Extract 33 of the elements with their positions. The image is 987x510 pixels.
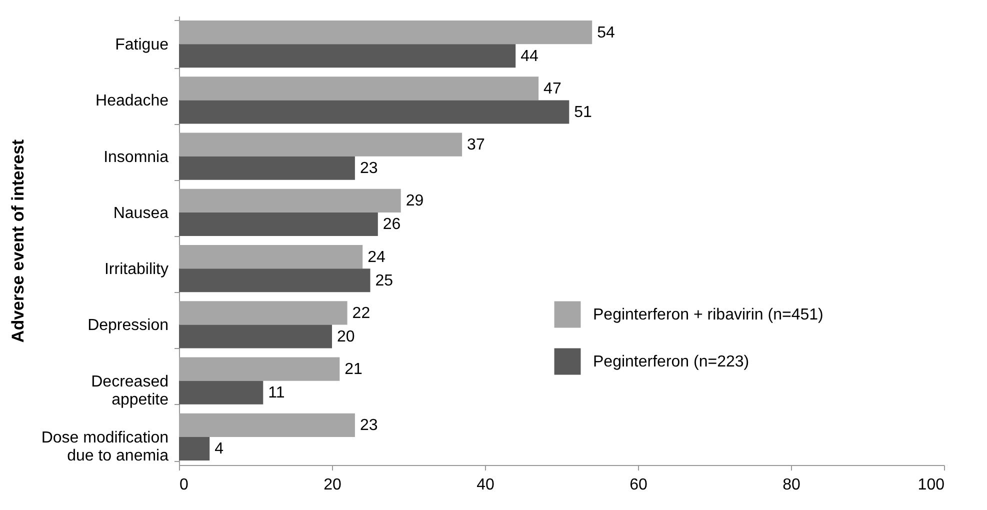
y-tick-label: Decreased appetite [91, 373, 169, 408]
y-tick-label: Irritability [104, 261, 168, 278]
y-tick-label: Insomnia [104, 148, 169, 166]
data-label: 24 [368, 248, 386, 266]
x-tick-label: 40 [476, 476, 494, 494]
data-label: 47 [544, 80, 562, 98]
data-label: 51 [574, 104, 592, 121]
data-label: 26 [382, 216, 401, 234]
y-tick-label: Depression [88, 317, 168, 334]
legend-label: Peginterferon + ribavirin (n=451) [593, 306, 824, 324]
data-label: 29 [406, 192, 424, 210]
data-label: 11 [268, 384, 285, 402]
data-label: 4 [214, 440, 224, 458]
data-label: 44 [520, 48, 538, 65]
data-label: 25 [375, 272, 394, 290]
data-label: 20 [337, 328, 355, 346]
data-label: 23 [360, 417, 378, 434]
data-label: 54 [597, 24, 615, 42]
legend-label: Peginterferon (n=223) [593, 354, 750, 370]
data-label: 23 [360, 160, 378, 178]
y-tick-label: Fatigue [115, 36, 169, 54]
x-tick-label: 80 [782, 476, 800, 494]
x-tick-label: 60 [630, 476, 648, 494]
x-tick-label: 100 [918, 476, 945, 494]
data-label: 21 [344, 361, 363, 378]
data-label: 22 [352, 304, 370, 322]
x-tick-label: 20 [324, 476, 342, 494]
y-tick-label: Dose modification due to anemia [41, 429, 169, 464]
y-tick-label: Nausea [113, 204, 169, 222]
y-axis-title: Adverse event of interest [8, 139, 28, 343]
y-tick-label: Headache [96, 92, 169, 110]
x-tick-label: 0 [180, 476, 188, 494]
data-label: 37 [467, 136, 485, 154]
